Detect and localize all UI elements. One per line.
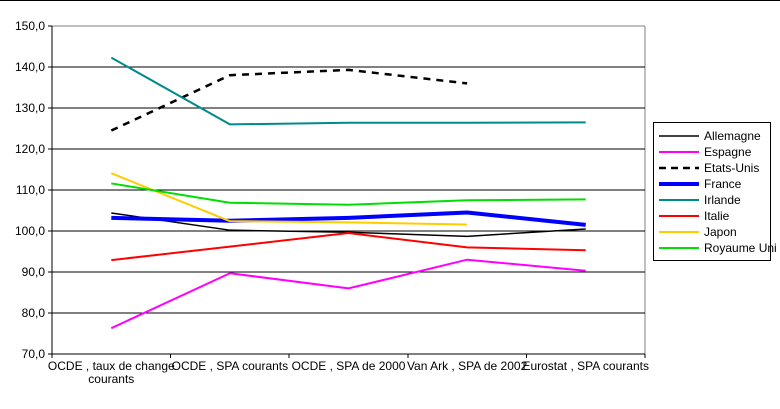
y-axis-tick-label: 150,0 bbox=[15, 19, 45, 33]
y-axis-tick-label: 70,0 bbox=[22, 347, 46, 361]
x-axis-label-ocde-spa-courants: OCDE , SPA courants bbox=[172, 359, 289, 373]
y-axis-tick-label: 110,0 bbox=[16, 183, 45, 197]
y-axis-tick-label: 130,0 bbox=[15, 101, 45, 115]
series-line-etats-unis bbox=[110, 68, 468, 132]
y-axis-tick-label: 90,0 bbox=[22, 265, 46, 279]
legend-label: Espagne bbox=[704, 145, 752, 159]
legend-swatch-etats-unis bbox=[659, 166, 699, 170]
legend-label: Irlande bbox=[704, 193, 741, 207]
x-axis-label-ocde-taux-de-change-courants: OCDE , taux de change courants bbox=[48, 359, 175, 386]
window-top-border bbox=[0, 0, 780, 1]
series-line-royaume-uni bbox=[111, 182, 586, 206]
legend-label: Etats-Unis bbox=[704, 161, 760, 175]
legend-swatch-italie bbox=[659, 215, 699, 217]
legend-label: Royaume Uni bbox=[704, 241, 777, 255]
legend-swatch-royaume-uni bbox=[659, 247, 699, 249]
y-axis-tick-label: 100,0 bbox=[15, 224, 45, 238]
legend-item-espagne: Espagne bbox=[658, 144, 768, 160]
legend-item-france: France bbox=[658, 176, 768, 192]
legend-item-italie: Italie bbox=[658, 208, 768, 224]
series-line-irlande bbox=[110, 56, 586, 126]
legend-label: Japon bbox=[704, 225, 737, 239]
y-axis-tick-label: 140,0 bbox=[15, 60, 45, 74]
x-axis-label-eurostat-spa-courants: Eurostat , SPA courants bbox=[522, 359, 649, 373]
x-axis-label-ocde-spa-de-2000: OCDE , SPA de 2000 bbox=[292, 359, 406, 373]
legend-swatch-allemagne bbox=[659, 135, 699, 137]
chart-legend: Allemagne Espagne Etats-Unis France Irlande I… bbox=[653, 122, 777, 261]
legend-swatch-irlande bbox=[659, 199, 699, 201]
series-line-france bbox=[111, 210, 586, 227]
legend-label: Allemagne bbox=[704, 129, 761, 143]
series-line-japon bbox=[110, 172, 468, 226]
legend-swatch-espagne bbox=[659, 151, 699, 153]
legend-item-japon: Japon bbox=[658, 224, 768, 240]
series-line-espagne bbox=[110, 258, 586, 330]
y-axis-tick-label: 80,0 bbox=[22, 306, 46, 320]
series-line-italie bbox=[111, 232, 586, 262]
y-axis-tick-label: 120,0 bbox=[15, 142, 45, 156]
legend-label: Italie bbox=[704, 209, 730, 223]
legend-item-royaume-uni: Royaume Uni bbox=[658, 240, 777, 256]
x-axis-label-van-ark-spa-de-2002: Van Ark , SPA de 2002 bbox=[407, 359, 528, 373]
legend-swatch-france bbox=[659, 182, 699, 186]
legend-swatch-japon bbox=[659, 231, 699, 233]
legend-item-allemagne: Allemagne bbox=[658, 128, 768, 144]
legend-label: France bbox=[704, 177, 742, 191]
legend-item-etats-unis: Etats-Unis bbox=[658, 160, 768, 176]
legend-item-irlande: Irlande bbox=[658, 192, 768, 208]
